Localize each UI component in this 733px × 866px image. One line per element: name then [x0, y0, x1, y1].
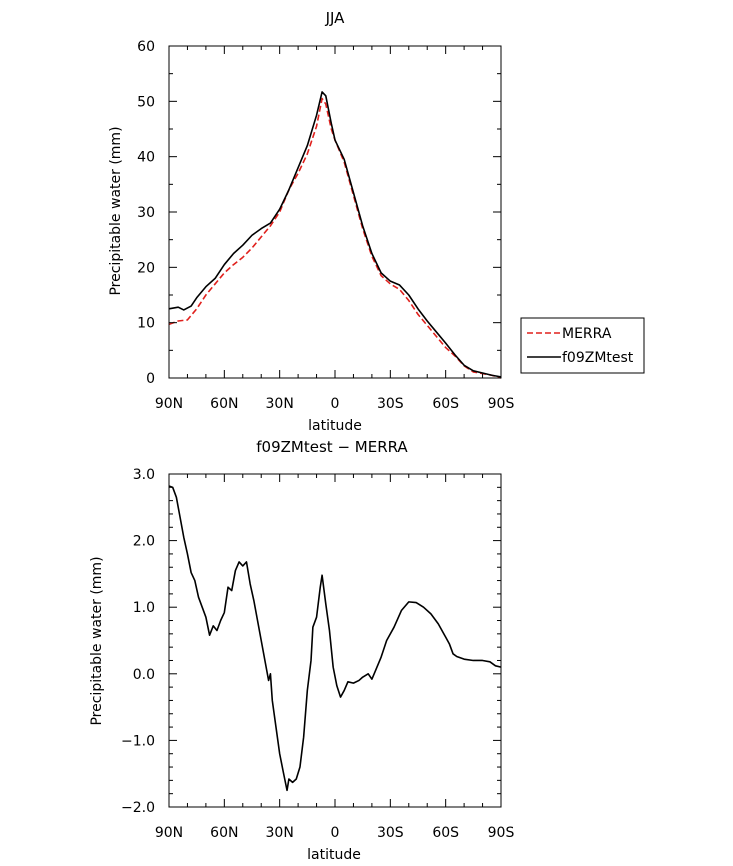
top-series-line-merra	[168, 97, 502, 379]
top-x-tick-label: 90S	[488, 396, 515, 412]
top-chart-ylabel: Precipitable water (mm)	[108, 126, 124, 295]
top-chart: JJA Precipitable water (mm) latitude 90N…	[108, 9, 514, 434]
bottom-y-tick-label: 1.0	[133, 600, 155, 616]
legend-label-merra: MERRA	[562, 326, 612, 342]
legend-frame	[520, 317, 645, 374]
top-chart-title: JJA	[325, 9, 346, 27]
top-x-tick-label: 30N	[266, 396, 294, 412]
top-y-tick-label: 10	[137, 316, 155, 332]
bottom-x-tick-label: 90S	[488, 825, 515, 841]
top-y-tick-label: 60	[137, 39, 155, 55]
bottom-chart-xlabel: latitude	[307, 847, 361, 863]
top-x-tick-label: 30S	[377, 396, 404, 412]
top-y-tick-label: 0	[146, 371, 155, 387]
top-x-tick-label: 60S	[432, 396, 459, 412]
top-chart-plot-frame	[168, 45, 502, 379]
bottom-y-tick-label: 0.0	[133, 667, 155, 683]
bottom-x-tick-label: 60N	[210, 825, 238, 841]
top-x-tick-label: 0	[331, 396, 340, 412]
bottom-x-tick-label: 30S	[377, 825, 404, 841]
top-x-tick-label: 60N	[210, 396, 238, 412]
top-x-tick-label: 90N	[155, 396, 183, 412]
bottom-y-tick-label: −1.0	[121, 733, 155, 749]
top-chart-xlabel: latitude	[308, 418, 362, 434]
bottom-chart: f09ZMtest − MERRA Precipitable water (mm…	[89, 438, 514, 863]
top-y-tick-label: 20	[137, 260, 155, 276]
bottom-x-tick-label: 0	[331, 825, 340, 841]
bottom-series-line-0	[168, 485, 502, 792]
bottom-x-tick-label: 90N	[155, 825, 183, 841]
bottom-x-tick-label: 60S	[432, 825, 459, 841]
top-y-tick-label: 30	[137, 205, 155, 221]
legend-label-f09zmtest: f09ZMtest	[562, 350, 634, 366]
bottom-y-tick-label: 2.0	[133, 534, 155, 550]
bottom-chart-plot-frame	[168, 473, 502, 808]
bottom-x-tick-label: 30N	[266, 825, 294, 841]
bottom-chart-ylabel: Precipitable water (mm)	[89, 556, 105, 725]
bottom-y-tick-label: −2.0	[121, 800, 155, 816]
top-y-tick-label: 40	[137, 150, 155, 166]
bottom-y-tick-label: 3.0	[133, 467, 155, 483]
top-y-tick-label: 50	[137, 94, 155, 110]
top-series-line-f09zmtest	[168, 91, 502, 378]
bottom-chart-title: f09ZMtest − MERRA	[256, 438, 408, 456]
legend: MERRA f09ZMtest	[520, 317, 645, 374]
